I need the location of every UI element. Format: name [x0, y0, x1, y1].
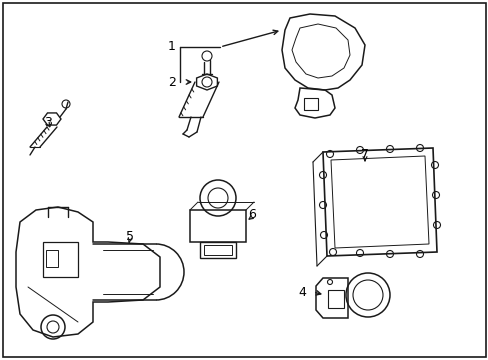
Text: 6: 6 — [247, 208, 255, 221]
Text: 5: 5 — [126, 230, 134, 243]
Text: 1: 1 — [168, 40, 176, 54]
Text: 4: 4 — [298, 285, 305, 298]
Text: 7: 7 — [360, 148, 368, 162]
Text: 2: 2 — [168, 76, 176, 89]
Text: 3: 3 — [44, 116, 52, 129]
